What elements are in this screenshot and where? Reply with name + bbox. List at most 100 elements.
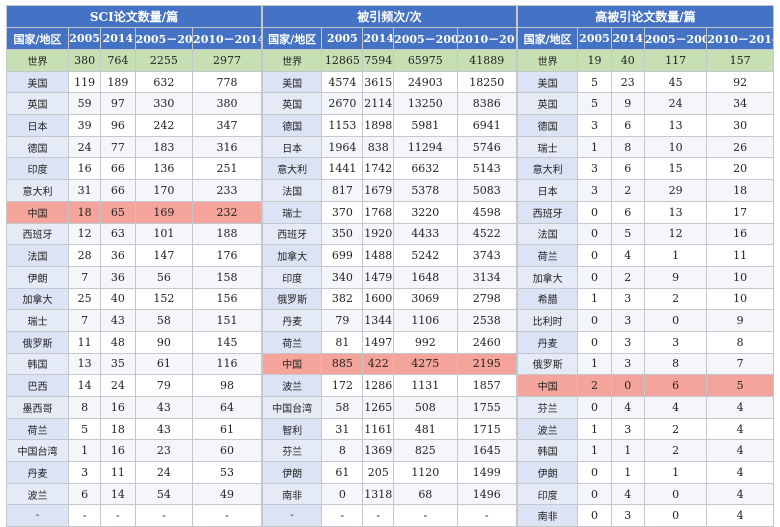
value-cell: 242: [134, 114, 194, 137]
table-row: 世界 19 40 117 157: [516, 49, 774, 72]
value-cell: 36: [100, 244, 136, 267]
value-cell: 1715: [456, 417, 518, 441]
value-cell: 347: [192, 114, 262, 137]
value-cell: 58: [134, 309, 194, 332]
country-cell: 世界: [516, 49, 579, 72]
value-cell: 3: [610, 330, 645, 354]
value-cell: 16: [68, 157, 102, 181]
value-cell: 183: [134, 135, 194, 159]
value-cell: 4: [706, 439, 774, 463]
country-cell: 伊朗: [261, 461, 323, 484]
value-cell: 992: [393, 330, 458, 354]
table-row: 瑞士 1 8 10 26: [516, 135, 774, 159]
value-cell: -: [362, 504, 395, 527]
table-row: 中国 18 65 169 232: [5, 200, 262, 224]
value-cell: 1120: [393, 461, 458, 484]
table-row: 英国 2670 2114 13250 8386: [261, 92, 518, 116]
value-cell: 61: [321, 461, 364, 484]
table-title: 高被引论文数量/篇: [517, 5, 774, 28]
value-cell: 98: [192, 374, 262, 397]
data-table-3: 高被引论文数量/篇国家/地区200520142005－20092010－2014…: [516, 5, 774, 527]
value-cell: 18: [68, 200, 102, 224]
value-cell: 1: [577, 135, 612, 159]
value-cell: 1499: [456, 461, 518, 484]
value-cell: 0: [577, 504, 612, 527]
value-cell: 7: [706, 352, 774, 376]
value-cell: 6: [610, 200, 645, 224]
value-cell: 59: [68, 92, 102, 116]
country-cell: 印度: [5, 157, 70, 181]
country-cell: 墨西哥: [5, 396, 70, 419]
value-cell: 8: [706, 330, 774, 354]
value-cell: 16: [706, 222, 774, 246]
value-cell: 1131: [393, 374, 458, 397]
country-cell: 西班牙: [516, 200, 579, 224]
value-cell: 13: [643, 200, 708, 224]
table-row: 芬兰 0 4 4 4: [516, 396, 774, 419]
value-cell: 1265: [362, 396, 395, 419]
table-row: -----: [261, 504, 518, 527]
table-row: 希腊 1 3 2 10: [516, 287, 774, 311]
value-cell: 1898: [362, 114, 395, 137]
value-cell: 77: [100, 135, 136, 159]
country-cell: 荷兰: [516, 244, 579, 267]
value-cell: 0: [577, 461, 612, 484]
country-cell: 南非: [261, 482, 323, 506]
country-cell: 伊朗: [5, 265, 70, 289]
value-cell: 2670: [321, 92, 364, 116]
column-header: 2010－2014: [706, 27, 774, 50]
value-cell: 1742: [362, 157, 395, 181]
value-cell: 4: [610, 482, 645, 506]
table-row: 法国 28 36 147 176: [5, 244, 262, 267]
table-row: 意大利 1441 1742 6632 5143: [261, 157, 518, 181]
value-cell: 23: [610, 70, 645, 94]
value-cell: 0: [577, 330, 612, 354]
country-cell: 西班牙: [261, 222, 323, 246]
value-cell: 3: [577, 179, 612, 202]
country-cell: 波兰: [261, 374, 323, 397]
country-cell: 美国: [516, 70, 579, 94]
table-row: 美国 119 189 632 778: [5, 70, 262, 94]
country-cell: 比利时: [516, 309, 579, 332]
country-cell: 德国: [5, 135, 70, 159]
table-row: 丹麦 0 3 3 8: [516, 330, 774, 354]
value-cell: 4: [610, 244, 645, 267]
value-cell: 2460: [456, 330, 518, 354]
value-cell: 422: [362, 352, 395, 376]
country-cell: 丹麦: [5, 461, 70, 484]
table-row: 印度 340 1479 1648 3134: [261, 265, 518, 289]
table-row: 中国台湾 1 16 23 60: [5, 439, 262, 463]
value-cell: 34: [706, 92, 774, 116]
country-cell: 意大利: [516, 157, 579, 181]
value-cell: 2: [643, 439, 708, 463]
value-cell: 66: [100, 179, 136, 202]
value-cell: 4: [610, 396, 645, 419]
table-row: 世界 12865 7594 65975 41889: [261, 49, 518, 72]
value-cell: 10: [706, 287, 774, 311]
value-cell: 1755: [456, 396, 518, 419]
value-cell: 1964: [321, 135, 364, 159]
value-cell: 11: [100, 461, 136, 484]
value-cell: 1648: [393, 265, 458, 289]
value-cell: 380: [192, 92, 262, 116]
value-cell: 1: [643, 461, 708, 484]
country-cell: 世界: [261, 49, 323, 72]
value-cell: 1768: [362, 200, 395, 224]
value-cell: 3220: [393, 200, 458, 224]
value-cell: 31: [68, 179, 102, 202]
country-cell: 中国: [5, 200, 70, 224]
country-cell: 瑞士: [516, 135, 579, 159]
country-cell: 美国: [261, 70, 323, 94]
country-cell: 美国: [5, 70, 70, 94]
value-cell: 10: [706, 265, 774, 289]
value-cell: 380: [68, 49, 102, 72]
value-cell: 17: [706, 200, 774, 224]
value-cell: 2195: [456, 352, 518, 376]
value-cell: 251: [192, 157, 262, 181]
table-row: 南非 0 1318 68 1496: [261, 482, 518, 506]
value-cell: 156: [192, 287, 262, 311]
value-cell: 350: [321, 222, 364, 246]
column-header: 2005: [321, 27, 364, 50]
value-cell: 136: [134, 157, 194, 181]
column-header: 2005: [577, 27, 612, 50]
